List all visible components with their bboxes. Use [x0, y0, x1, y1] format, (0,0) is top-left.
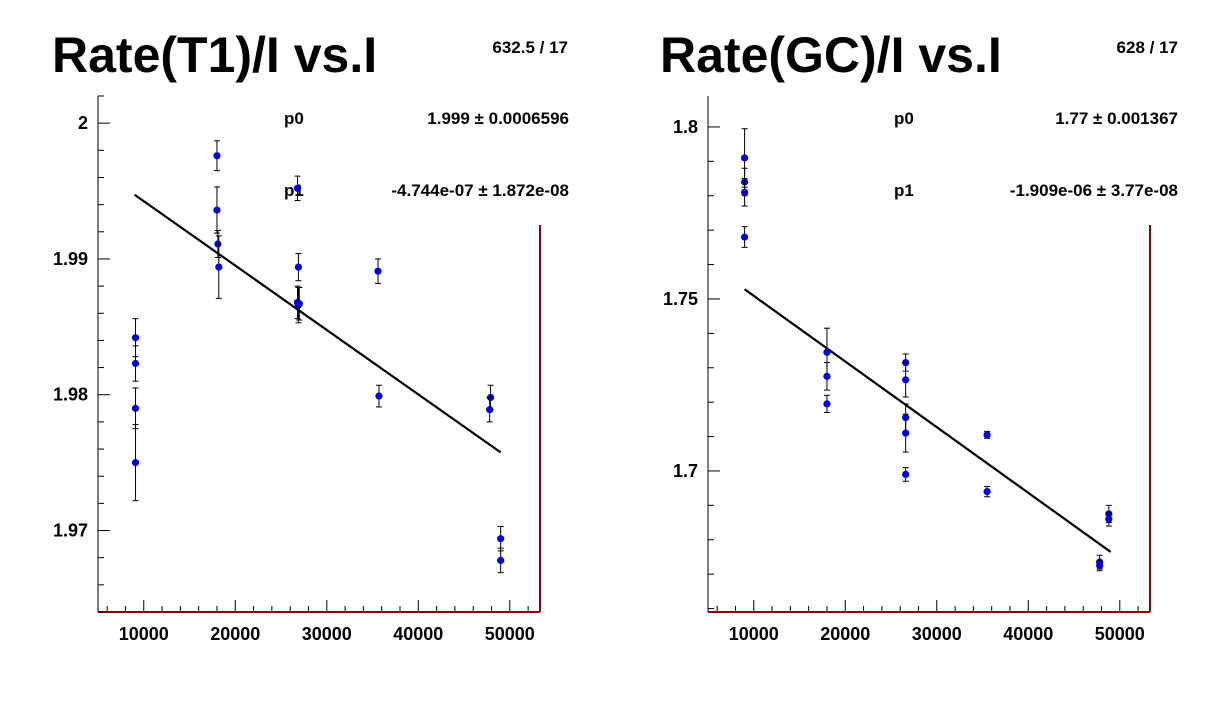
data-point — [983, 431, 991, 439]
data-point — [902, 429, 910, 437]
x-tick-label: 50000 — [1095, 624, 1145, 644]
data-point — [741, 154, 749, 162]
x-tick-label: 20000 — [820, 624, 870, 644]
data-point — [741, 233, 749, 241]
x-tick-label: 30000 — [302, 624, 352, 644]
x-tick-label: 40000 — [393, 624, 443, 644]
data-point — [497, 535, 505, 543]
y-tick-label: 1.97 — [53, 521, 88, 541]
panel-rate-t1: Rate(T1)/I vs.I 632.5 / 17 p0 1.999 ± 0.… — [52, 27, 569, 644]
data-point — [295, 300, 303, 308]
data-point — [983, 488, 991, 496]
chi2-ndf-label: 632.5 / 17 — [492, 38, 568, 57]
x-tick-label: 10000 — [729, 624, 779, 644]
param-p0-name: p0 — [284, 109, 304, 128]
param-p1-value: -4.744e-07 ± 1.872e-08 — [391, 181, 569, 200]
param-p0-name: p0 — [894, 109, 914, 128]
param-p1-name: p1 — [894, 181, 914, 200]
y-tick-label: 1.98 — [53, 385, 88, 405]
x-tick-label: 10000 — [119, 624, 169, 644]
data-point — [294, 263, 303, 271]
data-point — [131, 459, 140, 467]
param-p1-value: -1.909e-06 ± 3.77e-08 — [1010, 181, 1178, 200]
y-tick-label: 1.75 — [663, 289, 698, 309]
data-point — [902, 470, 910, 478]
x-tick-label: 20000 — [210, 624, 260, 644]
data-point — [1096, 561, 1104, 570]
plot-area: 10000 20000 30000 40000 50000 1.97 1.98 1.99 2 — [53, 95, 541, 644]
data-point — [213, 152, 221, 160]
data-point — [823, 372, 831, 380]
panel-rate-gc: Rate(GC)/I vs.I 628 / 17 p0 1.77 ± 0.001… — [660, 27, 1178, 644]
x-tick-label: 30000 — [912, 624, 962, 644]
data-point — [131, 359, 140, 368]
y-tick-label: 1.8 — [673, 117, 698, 137]
y-tick-label: 2 — [78, 113, 88, 133]
y-tick-label: 1.99 — [53, 249, 88, 269]
param-p0-value: 1.77 ± 0.001367 — [1055, 109, 1178, 128]
data-point — [741, 188, 749, 196]
x-tick-label: 40000 — [1003, 624, 1053, 644]
data-point — [497, 556, 505, 565]
data-point — [293, 184, 302, 192]
data-point — [1105, 515, 1113, 523]
plot-area: 10000 20000 30000 40000 50000 1.7 1.75 1.8 — [663, 96, 1151, 644]
y-tick-label: 1.7 — [673, 461, 698, 481]
data-point — [823, 348, 831, 356]
param-p1-name: p1 — [284, 181, 304, 200]
data-point — [375, 392, 383, 400]
data-point — [215, 263, 223, 271]
x-tick-label: 50000 — [485, 624, 535, 644]
data-point — [131, 334, 140, 342]
data-point — [486, 406, 494, 414]
data-point — [374, 267, 382, 275]
data-point — [131, 404, 140, 412]
fit-line — [743, 288, 1112, 553]
chi2-ndf-label: 628 / 17 — [1117, 38, 1178, 57]
chart-title: Rate(T1)/I vs.I — [52, 27, 377, 83]
chart-title: Rate(GC)/I vs.I — [660, 27, 1002, 83]
data-point — [213, 206, 221, 214]
data-point — [823, 400, 831, 408]
data-point — [214, 240, 222, 248]
param-p0-value: 1.999 ± 0.0006596 — [427, 109, 569, 128]
fit-line — [133, 193, 502, 454]
data-point — [902, 376, 910, 384]
